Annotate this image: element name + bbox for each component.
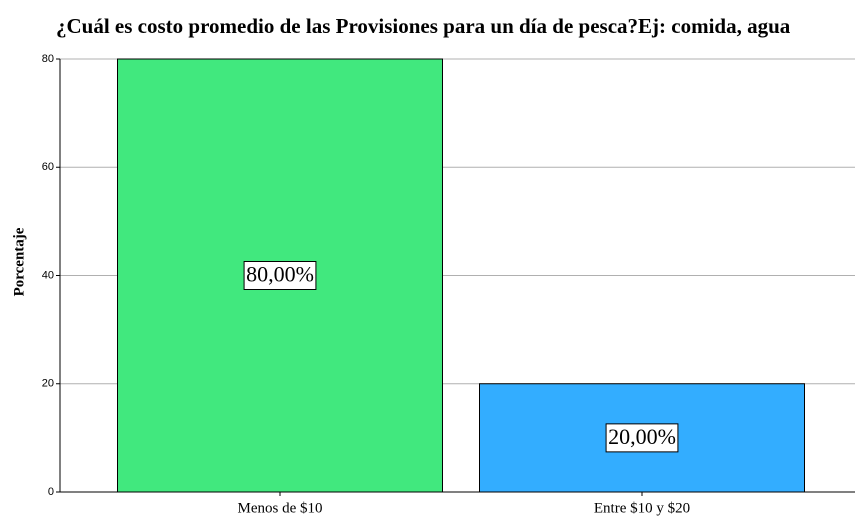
x-tick-label: Menos de $10 — [238, 500, 323, 516]
y-tick-label: 80 — [42, 53, 54, 65]
y-tick-label: 0 — [48, 486, 54, 498]
y-tick-label: 60 — [42, 161, 54, 173]
value-label-box — [605, 423, 679, 453]
bar — [479, 383, 805, 493]
chart-title: ¿Cuál es costo promedio de las Provision… — [56, 14, 791, 38]
y-tick-label: 20 — [42, 378, 54, 390]
y-tick-label: 40 — [42, 269, 54, 281]
y-axis-label: Porcentaje — [11, 227, 27, 296]
x-tick-label: Entre $10 y $20 — [594, 500, 690, 516]
value-label: 80,00% — [246, 262, 314, 287]
value-label-box — [243, 261, 317, 290]
value-label: 20,00% — [608, 424, 676, 449]
